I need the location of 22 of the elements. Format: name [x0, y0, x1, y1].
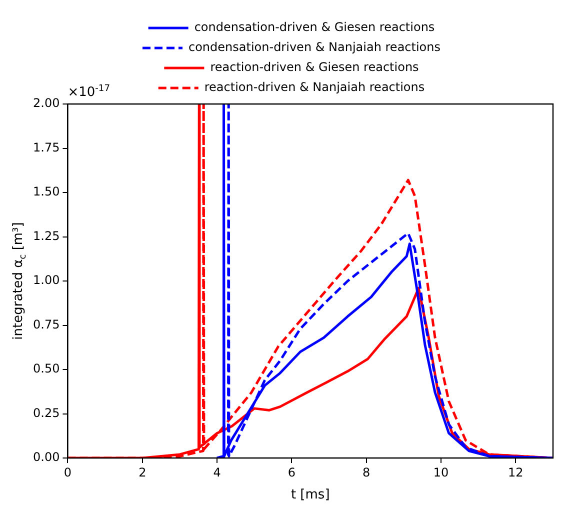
y-axis-title: integrated αc [m³] [11, 222, 28, 340]
legend-label: reaction-driven & Nanjaiah reactions [204, 80, 425, 94]
x-tick-label: 8 [362, 465, 370, 480]
x-axis-title: t [ms] [290, 488, 330, 503]
x-tick-label: 10 [433, 465, 449, 480]
x-tick-label: 4 [213, 465, 221, 480]
y-tick-label: 0.00 [33, 450, 60, 464]
x-tick-label: 2 [138, 465, 146, 480]
x-tick-label: 0 [64, 465, 72, 480]
x-tick-label: 6 [288, 465, 296, 480]
legend-label: condensation-driven & Giesen reactions [194, 20, 435, 34]
y-tick-label: 0.25 [33, 406, 60, 420]
y-tick-label: 2.00 [33, 96, 60, 110]
x-tick-label: 12 [508, 465, 524, 480]
y-tick-label: 0.75 [33, 317, 60, 332]
legend-label: condensation-driven & Nanjaiah reactions [188, 40, 441, 54]
y-tick-label: 1.50 [33, 184, 60, 199]
y-tick-label: 1.25 [33, 228, 60, 243]
y-tick-label: 1.00 [33, 273, 60, 288]
legend-label: reaction-driven & Giesen reactions [210, 60, 419, 74]
y-tick-label: 0.50 [33, 362, 60, 376]
y-tick-label: 1.75 [33, 140, 60, 154]
